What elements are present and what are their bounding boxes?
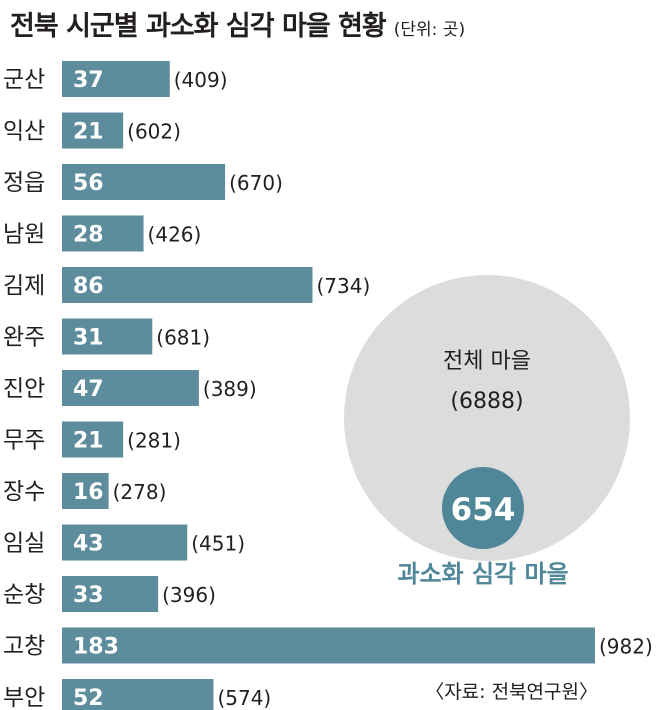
chart-title-row: 전북 시군별 과소화 심각 마을 현황 (단위: 곳)	[10, 4, 465, 43]
total-count-label: (602)	[127, 120, 181, 144]
category-label: 김제	[3, 273, 45, 299]
category-label: 부안	[3, 685, 45, 710]
category-label: 정읍	[3, 170, 45, 196]
total-count-label: (278)	[113, 480, 167, 504]
total-label: 전체 마을	[443, 349, 531, 374]
bar	[62, 627, 595, 664]
bar	[62, 61, 170, 97]
chart-title: 전북 시군별 과소화 심각 마을 현황	[10, 11, 387, 42]
bar-value-label: 52	[73, 686, 104, 710]
total-count-label: (670)	[229, 171, 283, 195]
total-count-label: (409)	[174, 68, 228, 92]
total-count-label: (389)	[203, 377, 257, 401]
bar-value-label: 37	[73, 68, 104, 93]
bar	[62, 164, 226, 200]
bar-value-label: 16	[73, 480, 104, 505]
critical-label: 과소화 심각 마을	[397, 560, 568, 588]
bar	[62, 576, 159, 612]
total-value: (6888)	[450, 389, 523, 414]
total-count-label: (574)	[217, 686, 271, 710]
category-label: 순창	[3, 582, 45, 608]
category-label: 완주	[3, 325, 45, 351]
bar	[62, 267, 313, 303]
bar-value-label: 47	[73, 377, 104, 402]
category-label: 임실	[3, 531, 45, 557]
total-count-label: (281)	[127, 429, 181, 453]
total-villages-circle	[344, 275, 630, 561]
total-count-label: (734)	[316, 274, 370, 298]
category-label: 고창	[3, 634, 45, 660]
total-count-label: (396)	[162, 583, 216, 607]
bar	[62, 112, 124, 149]
unit-label: (단위: 곳)	[393, 20, 466, 40]
bar	[62, 473, 109, 509]
bar	[62, 370, 199, 406]
bar	[62, 318, 153, 355]
critical-villages-circle	[442, 467, 524, 549]
bar	[62, 421, 124, 458]
bar-value-label: 43	[73, 532, 104, 557]
category-label: 진안	[3, 376, 45, 402]
bar-value-label: 21	[73, 429, 104, 454]
category-label: 익산	[3, 119, 45, 145]
bar-value-label: 28	[73, 223, 104, 248]
bar-value-label: 86	[73, 274, 104, 299]
category-label: 남원	[3, 222, 45, 248]
total-count-label: (426)	[148, 223, 202, 247]
bar-value-label: 31	[73, 326, 104, 351]
bar-value-label: 33	[73, 583, 104, 608]
category-label: 장수	[3, 479, 45, 505]
total-count-label: (681)	[156, 326, 210, 350]
source-note: 〈자료: 전북연구원〉	[425, 681, 598, 703]
bar-value-label: 183	[73, 635, 119, 660]
category-label: 군산	[3, 67, 45, 93]
total-count-label: (982)	[599, 635, 653, 659]
bar	[62, 215, 144, 252]
bar-value-label: 21	[73, 120, 104, 145]
bar	[62, 679, 214, 710]
critical-value: 654	[451, 492, 516, 528]
bar	[62, 524, 188, 561]
category-label: 무주	[3, 428, 45, 454]
bar-value-label: 56	[73, 171, 104, 196]
total-count-label: (451)	[191, 532, 245, 556]
